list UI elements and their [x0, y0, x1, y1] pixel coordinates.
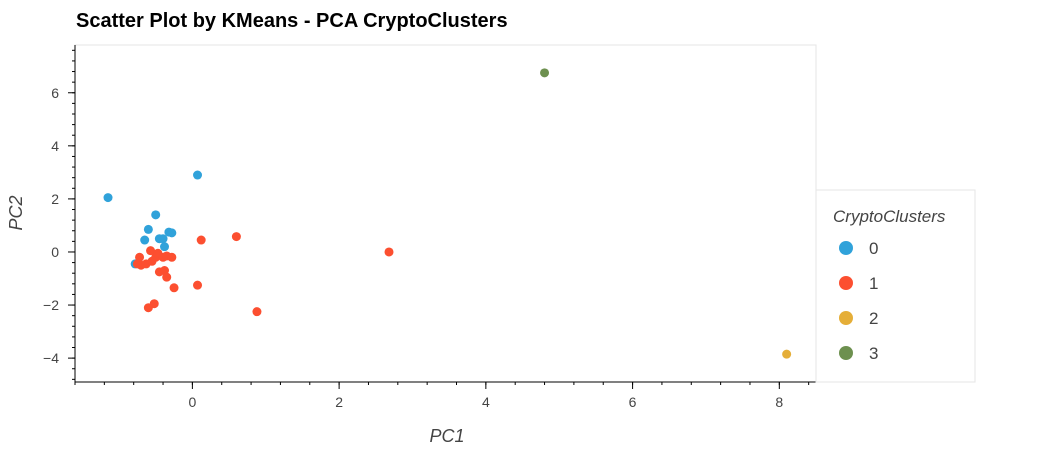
plot-frame: [74, 44, 817, 383]
scatter-point-cluster-1: [231, 232, 241, 242]
scatter-point-cluster-1: [196, 235, 206, 245]
legend-marker-0: [839, 241, 853, 255]
scatter-point-cluster-3: [540, 68, 550, 78]
scatter-point-cluster-0: [151, 210, 161, 220]
x-tick-label: 0: [188, 394, 196, 410]
legend-label-1: 1: [869, 274, 878, 293]
scatter-point-cluster-2: [782, 349, 792, 359]
scatter-point-cluster-0: [140, 235, 150, 245]
y-tick-label: 6: [51, 85, 59, 101]
legend-label-3: 3: [869, 344, 878, 363]
scatter-point-cluster-0: [167, 228, 177, 238]
legend-items: 0 1 2 3: [839, 239, 878, 363]
x-axis-label: PC1: [429, 426, 464, 446]
y-tick-label: −4: [43, 350, 59, 366]
scatter-point-cluster-1: [384, 247, 394, 257]
scatter-point-cluster-0: [193, 170, 203, 180]
y-axis-label: PC2: [6, 195, 26, 230]
scatter-point-cluster-0: [160, 242, 170, 252]
legend-marker-1: [839, 276, 853, 290]
scatter-point-cluster-1: [252, 307, 262, 317]
x-tick-label: 2: [335, 394, 343, 410]
scatter-point-cluster-0: [103, 193, 113, 203]
chart-title: Scatter Plot by KMeans - PCA CryptoClust…: [76, 10, 508, 32]
legend-title: CryptoClusters: [833, 207, 946, 226]
legend: CryptoClusters 0 1 2 3: [815, 189, 976, 383]
legend-label-2: 2: [869, 309, 878, 328]
x-tick-label: 8: [775, 394, 783, 410]
legend-label-0: 0: [869, 239, 878, 258]
y-tick-label: 4: [51, 138, 59, 154]
scatter-point-cluster-0: [158, 234, 168, 244]
legend-marker-2: [839, 311, 853, 325]
scatter-point-cluster-0: [143, 224, 153, 234]
x-tick-label: 4: [482, 394, 490, 410]
x-tick-label: 6: [629, 394, 637, 410]
scatter-point-cluster-1: [193, 280, 203, 290]
scatter-point-cluster-1: [167, 252, 177, 262]
scatter-point-cluster-1: [162, 272, 172, 282]
y-tick-label: −2: [43, 297, 59, 313]
y-tick-label: 2: [51, 191, 59, 207]
scatter-point-cluster-1: [146, 246, 156, 256]
axes-layer: 0 2 4 6 8 −4 −2 0 2 4 6: [43, 45, 816, 410]
scatter-point-cluster-1: [169, 283, 179, 293]
y-tick-label: 0: [51, 244, 59, 260]
scatter-point-cluster-1: [143, 303, 153, 313]
legend-marker-3: [839, 346, 853, 360]
points-layer: [103, 68, 792, 359]
